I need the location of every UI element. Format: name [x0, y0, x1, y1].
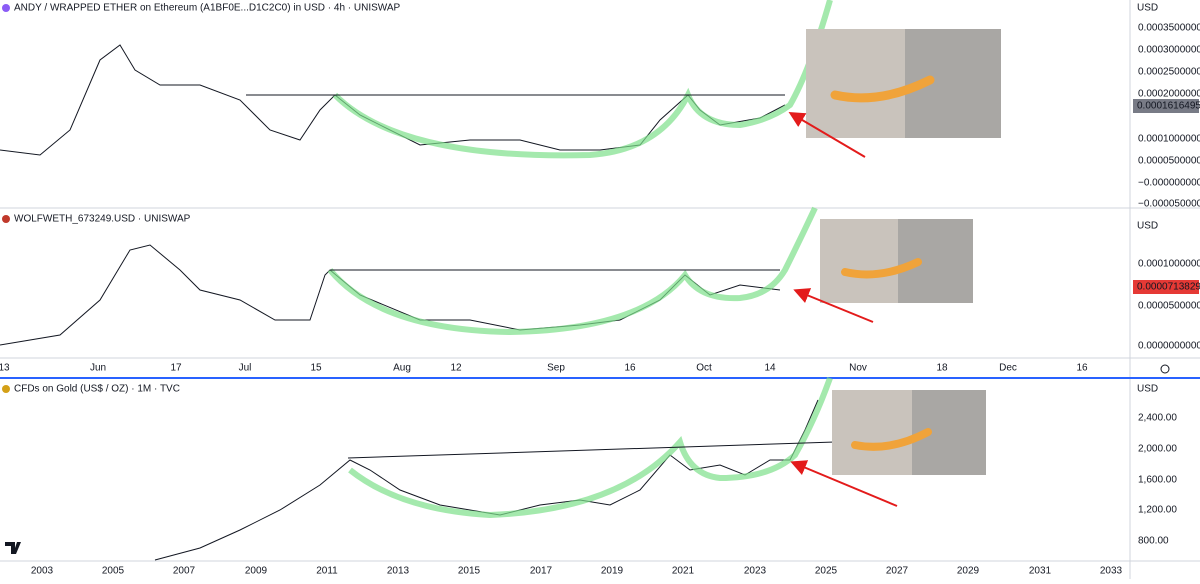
- arrow: [793, 288, 874, 323]
- arrow: [790, 460, 898, 507]
- time-label: 2015: [458, 566, 481, 577]
- photo: [820, 219, 973, 303]
- last-price-badge: [1133, 99, 1199, 113]
- time-label: 13: [0, 363, 10, 374]
- tv-logo: [5, 542, 21, 554]
- time-label: 2033: [1100, 566, 1123, 577]
- time-label: 2023: [744, 566, 767, 577]
- time-label: 2019: [601, 566, 624, 577]
- time-label: 18: [936, 363, 948, 374]
- time-label: 2021: [672, 566, 695, 577]
- scale-unit: USD: [1137, 3, 1158, 14]
- price-label: 2,000.00: [1138, 444, 1177, 455]
- time-label: Jun: [90, 363, 106, 374]
- symbol-icon: [2, 4, 10, 12]
- time-label: 2025: [815, 566, 838, 577]
- time-label: Nov: [849, 363, 867, 374]
- time-label: Dec: [999, 363, 1017, 374]
- price-label: 1,200.00: [1138, 505, 1177, 516]
- time-label: 17: [170, 363, 182, 374]
- last-price-label: 0.00007138295: [1137, 282, 1200, 293]
- scale-unit: USD: [1137, 221, 1158, 232]
- time-label: 2003: [31, 566, 54, 577]
- time-label: 14: [764, 363, 776, 374]
- time-label: 2005: [102, 566, 125, 577]
- time-label: 12: [450, 363, 462, 374]
- time-label: 2009: [245, 566, 268, 577]
- time-label: 2029: [957, 566, 980, 577]
- symbol-icon: [2, 385, 10, 393]
- price-label: 1,600.00: [1138, 475, 1177, 486]
- price-line: [0, 44, 786, 156]
- price-label: 2,400.00: [1138, 413, 1177, 424]
- time-label: Sep: [547, 363, 565, 374]
- pane-title: WOLFWETH_673249.USD · UNISWAP: [14, 214, 191, 225]
- time-label: Aug: [393, 363, 411, 374]
- pane-title: ANDY / WRAPPED ETHER on Ethereum (A1BF0E…: [14, 3, 401, 14]
- time-label: 15: [310, 363, 322, 374]
- time-label: 2017: [530, 566, 553, 577]
- photo: [832, 390, 986, 475]
- price-line: [154, 399, 819, 561]
- scale-unit: USD: [1137, 384, 1158, 395]
- drawing-line: [347, 441, 836, 459]
- last-price-label: 0.00016164955: [1137, 101, 1200, 112]
- last-price-badge: [1133, 280, 1199, 294]
- settings-button[interactable]: [1160, 364, 1170, 374]
- photo: [806, 29, 1001, 138]
- time-label: Jul: [239, 363, 252, 374]
- time-label: 2011: [316, 566, 338, 577]
- time-label: 2031: [1029, 566, 1052, 577]
- drawing-curve: [348, 376, 833, 519]
- symbol-icon: [2, 215, 10, 223]
- time-label: 16: [1076, 363, 1088, 374]
- drawing-curve: [327, 206, 818, 336]
- price-label: −0.00000000000: [1138, 178, 1200, 189]
- time-label: 16: [624, 363, 636, 374]
- pane-title: CFDs on Gold (US$ / OZ) · 1M · TVC: [14, 384, 180, 395]
- time-label: 2027: [886, 566, 909, 577]
- time-label: 2013: [387, 566, 410, 577]
- price-label: 0.00000000000: [1138, 341, 1200, 352]
- arrow: [788, 111, 866, 158]
- drawing-curve: [332, 0, 833, 159]
- price-label: 800.00: [1138, 536, 1169, 547]
- time-label: Oct: [696, 363, 712, 374]
- time-label: 2007: [173, 566, 196, 577]
